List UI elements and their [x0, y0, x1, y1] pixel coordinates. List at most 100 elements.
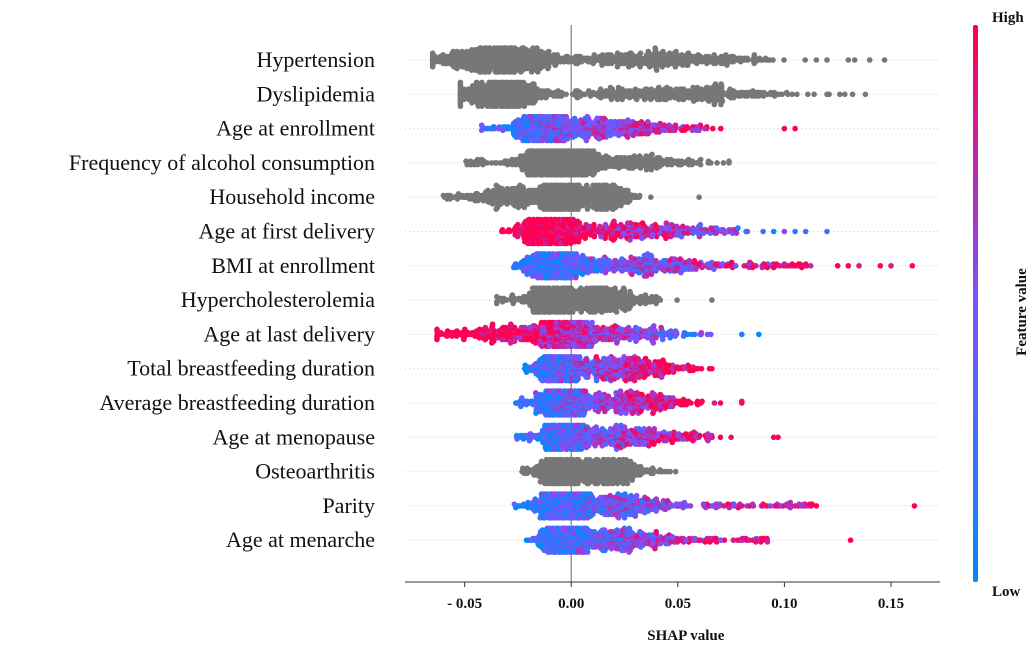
shap-point [480, 197, 487, 204]
shap-point [520, 45, 527, 51]
shap-point [530, 172, 536, 178]
feature-label: Frequency of alcohol consumption [69, 150, 375, 175]
shap-point [744, 228, 751, 235]
shap-point [632, 60, 638, 67]
feature-label: Age at first delivery [198, 219, 375, 244]
shap-point [500, 127, 506, 134]
shap-point [696, 194, 702, 200]
shap-point [654, 165, 660, 171]
shap-point [654, 155, 660, 161]
shap-point [524, 189, 530, 195]
shap-point [587, 148, 593, 154]
feature-label: Household income [209, 184, 375, 209]
shap-point [597, 86, 604, 92]
shap-point [468, 88, 475, 94]
shap-point [492, 69, 499, 75]
shap-point [581, 197, 587, 204]
shap-point [626, 119, 633, 125]
shap-point [669, 60, 676, 67]
shap-point [657, 60, 664, 67]
shap-point [453, 58, 460, 65]
shap-point [693, 58, 700, 65]
shap-point [610, 58, 616, 65]
shap-point [592, 129, 598, 135]
shap-point [609, 163, 616, 170]
shap-point [478, 69, 484, 75]
shap-point [704, 60, 710, 67]
shap-point [805, 91, 811, 98]
shap-point [697, 161, 704, 168]
shap-point [579, 202, 586, 209]
shap-point [794, 91, 800, 98]
shap-point [491, 197, 498, 204]
shap-point [751, 52, 758, 58]
shap-point [536, 65, 543, 72]
shap-point [751, 60, 757, 67]
shap-point [569, 172, 576, 178]
shap-point [743, 57, 750, 63]
shap-point [485, 187, 491, 194]
shap-point [517, 67, 523, 73]
shap-point [619, 119, 625, 125]
shap-point [446, 192, 452, 199]
shap-point [573, 132, 579, 139]
shap-point [781, 57, 787, 63]
shap-point [624, 88, 630, 94]
feature-label: Average breastfeeding duration [99, 390, 375, 415]
feature-label: Parity [322, 493, 375, 518]
shap-point [525, 172, 531, 178]
shap-point [480, 100, 487, 106]
shap-point [735, 225, 741, 231]
shap-point [697, 156, 704, 163]
shap-point [705, 53, 712, 60]
shap-point [530, 81, 536, 87]
shap-point [569, 55, 575, 62]
shap-point [637, 50, 644, 56]
shap-point [666, 230, 672, 236]
feature-swarm [463, 148, 732, 178]
shap-point [502, 158, 509, 164]
shap-point [648, 194, 654, 200]
shap-point [653, 129, 660, 135]
shap-point [503, 69, 509, 75]
shap-point [711, 101, 718, 108]
shap-point [554, 93, 560, 99]
shap-point [457, 79, 464, 86]
shap-point [693, 93, 699, 99]
shap-point [541, 206, 547, 212]
shap-point [718, 125, 724, 132]
shap-point [534, 199, 541, 206]
shap-point [453, 53, 460, 60]
shap-point [482, 83, 488, 89]
shap-point [643, 86, 650, 92]
shap-point [712, 60, 719, 67]
shap-point [492, 103, 499, 109]
shap-point [626, 165, 632, 171]
shap-point [602, 182, 608, 189]
shap-point [626, 94, 633, 101]
shap-point [551, 172, 558, 178]
shap-point [619, 60, 625, 67]
shap-point [851, 57, 858, 63]
feature-label: Hypercholesterolemia [181, 287, 375, 312]
shap-point [802, 57, 808, 63]
shap-point [602, 206, 609, 212]
shap-point [525, 48, 532, 55]
shap-point [622, 155, 628, 161]
shap-point [563, 115, 570, 122]
shap-point [737, 58, 744, 65]
shap-point [511, 185, 517, 192]
shap-point [668, 156, 674, 163]
shap-point [614, 64, 621, 70]
shap-point [730, 88, 737, 94]
feature-swarm [499, 216, 830, 247]
shap-point [548, 216, 554, 223]
shap-point [694, 84, 701, 91]
shap-point [490, 187, 497, 194]
shap-point [460, 86, 467, 92]
shap-point [548, 206, 554, 212]
shap-point [594, 204, 601, 211]
shap-point [638, 119, 645, 125]
shap-point [504, 201, 510, 207]
